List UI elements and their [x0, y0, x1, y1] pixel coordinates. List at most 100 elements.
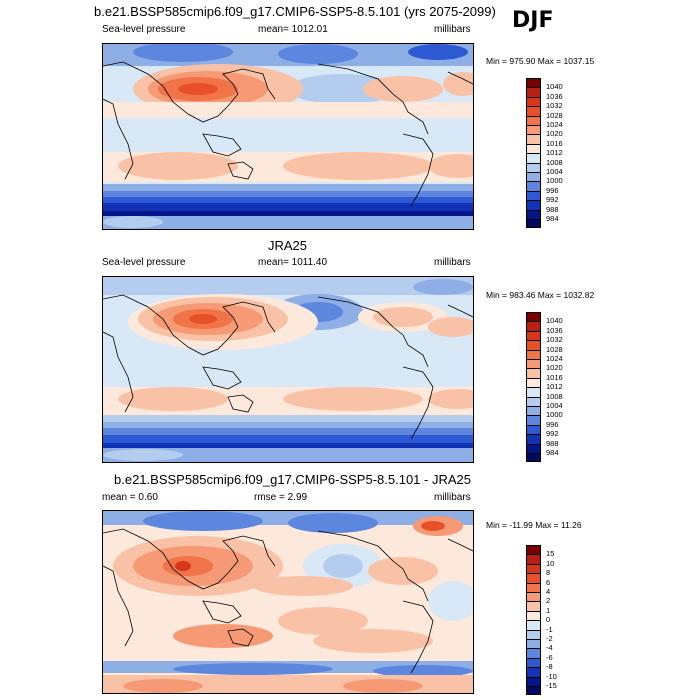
panel1-colorbar-cell — [526, 172, 541, 182]
panel2-mean-label: mean= 1011.40 — [258, 257, 328, 268]
panel3-colorbar-tick-label: 0 — [546, 615, 551, 625]
panel3-colorbar-tick-label: -2 — [546, 634, 553, 643]
panel2-colorbar-frame — [526, 312, 541, 463]
panel3-rmse-label: rmse = 2.99 — [254, 492, 308, 503]
panel1-colorbar-cell — [526, 115, 541, 125]
panel3-colorbar-tick-label: 15 — [546, 549, 555, 559]
panel2-colorbar-cell — [526, 453, 541, 463]
panel3-colorbar-cell — [526, 582, 541, 592]
panel3-colorbar-cell — [526, 610, 541, 621]
panel2-colorbar-cell — [526, 368, 541, 378]
panel2-colorbar-cell — [526, 340, 541, 350]
panel1-colorbar-cell — [526, 106, 541, 116]
panel2-colorbar-tick-label: 1012 — [546, 382, 563, 392]
panel3-colorbar-cell — [526, 657, 541, 668]
panel3-colorbar-tick-label: -10 — [546, 671, 557, 681]
panel1-colorbar-cell — [526, 200, 541, 210]
panel1-colorbar-cell — [526, 209, 541, 219]
panel3-colorbar-tick-label: 10 — [546, 558, 555, 568]
panel3-minmax-label: Min = -11.99 Max = 11.26 — [486, 520, 582, 530]
panel3-map — [102, 510, 474, 694]
panel2-colorbar-tick-label: 1000 — [546, 410, 563, 420]
panel1-colorbar-tick-label: 984 — [546, 214, 559, 223]
panel3-colorbar-tick-label: 4 — [546, 587, 551, 596]
panel2-colorbar-cell — [526, 321, 541, 331]
panel1-mean-label: mean= 1012.01 — [258, 24, 328, 35]
panel3-colorbar-tick-label: -8 — [546, 662, 553, 672]
panel3-colorbar-tick-label: -15 — [546, 681, 557, 690]
panel1-colorbar-tick-label: 1012 — [546, 148, 563, 158]
panel3-colorbar-cell — [526, 676, 541, 686]
panel2-colorbar-cell — [526, 396, 541, 406]
panel2-map — [102, 276, 474, 463]
panel3-colorbar-cell — [526, 620, 541, 630]
panel2-colorbar-tick-label: 1032 — [546, 335, 563, 345]
panel3-colorbar-cell — [526, 667, 541, 677]
panel2-colorbar-cell — [526, 424, 541, 435]
panel3-mean-label: mean = 0.60 — [102, 492, 158, 503]
panel2-colorbar-cell — [526, 434, 541, 444]
panel3-colorbar-tick-label: 2 — [546, 596, 551, 606]
panel1-colorbar-tick-label: 996 — [546, 185, 559, 195]
season-label: DJF — [512, 8, 554, 33]
panel1-colorbar-cell — [526, 96, 541, 107]
panel1-colorbar-tick-label: 1040 — [546, 82, 563, 92]
panel3-colorbar-tick-label: 1 — [546, 605, 551, 615]
panel1-colorbar-tick-label: 1020 — [546, 129, 563, 139]
panel3-colorbar-cell — [526, 629, 541, 639]
panel2-colorbar-tick-label: 984 — [546, 448, 559, 457]
panel3-colorbar-cell — [526, 601, 541, 611]
panel3-colorbar-cell — [526, 573, 541, 583]
panel2-colorbar-tick-label: 992 — [546, 429, 559, 439]
panel1-colorbar-cell — [526, 134, 541, 144]
panel3-colorbar-cell — [526, 648, 541, 658]
panel1-colorbar-cell — [526, 162, 541, 172]
panel2-colorbar-tick-label: 1016 — [546, 372, 563, 382]
panel2-colorbar-tick-label: 1004 — [546, 401, 563, 410]
panel1-colorbar-tick-label: 1004 — [546, 167, 563, 176]
panel2-colorbar-cell — [526, 377, 541, 388]
panel1-title: b.e21.BSSP585cmip6.f09_g17.CMIP6-SSP5-8.… — [94, 4, 496, 19]
panel2-minmax-label: Min = 983.46 Max = 1032.82 — [486, 290, 595, 300]
panel1-colorbar-tick-label: 1008 — [546, 157, 563, 167]
panel1-colorbar-cell — [526, 219, 541, 229]
panel3-colorbar-cell — [526, 592, 541, 602]
panel3-colorbar-cell — [526, 686, 541, 696]
panel2-colorbar-tick-label: 1008 — [546, 391, 563, 401]
panel1-colorbar-tick-label: 1000 — [546, 176, 563, 186]
panel3-colorbar-frame — [526, 545, 541, 696]
panel1-colorbar-cell — [526, 181, 541, 191]
panel3-units-label: millibars — [434, 492, 471, 503]
panel2-colorbar-tick-label: 1040 — [546, 316, 563, 326]
panel2-colorbar-tick-label: 988 — [546, 438, 559, 448]
panel2-colorbar-cell — [526, 387, 541, 397]
panel3-colorbar-tick-label: 6 — [546, 577, 551, 587]
panel1-colorbar-tick-label: 1028 — [546, 110, 563, 120]
panel1-colorbar-cell — [526, 153, 541, 163]
panel2-colorbar-tick-label: 1020 — [546, 363, 563, 373]
panel1-colorbar-cell — [526, 87, 541, 97]
panel3-colorbar-cell — [526, 563, 541, 574]
panel1-colorbar-tick-label: 1036 — [546, 91, 563, 101]
panel3-colorbar-cell — [526, 639, 541, 649]
panel1-variable-label: Sea-level pressure — [102, 24, 186, 35]
panel1-minmax-label: Min = 975.90 Max = 1037.15 — [486, 56, 595, 66]
panel2-colorbar-cell — [526, 330, 541, 341]
panel1-colorbar-tick-label: 992 — [546, 195, 559, 205]
panel3-title: b.e21.BSSP585cmip6.f09_g17.CMIP6-SSP5-8.… — [114, 472, 471, 487]
panel1-colorbar-tick-label: 1016 — [546, 138, 563, 148]
panel2-colorbar-cell — [526, 443, 541, 453]
panel1-colorbar-tick-label: 1032 — [546, 101, 563, 111]
panel2-colorbar-tick-label: 1024 — [546, 354, 563, 363]
panel2-colorbar-tick-label: 996 — [546, 419, 559, 429]
panel2-colorbar-cell — [526, 415, 541, 425]
panel1-colorbar-frame — [526, 78, 541, 229]
panel2-colorbar-tick-label: 1028 — [546, 344, 563, 354]
panel2-colorbar-cell — [526, 359, 541, 369]
panel1-colorbar-tick-label: 1024 — [546, 120, 563, 129]
panel1-colorbar-cell — [526, 190, 541, 201]
panel3-colorbar-tick-label: -1 — [546, 624, 553, 634]
panel2-colorbar-cell — [526, 406, 541, 416]
panel1-colorbar-cell — [526, 143, 541, 154]
panel2-units-label: millibars — [434, 257, 471, 268]
